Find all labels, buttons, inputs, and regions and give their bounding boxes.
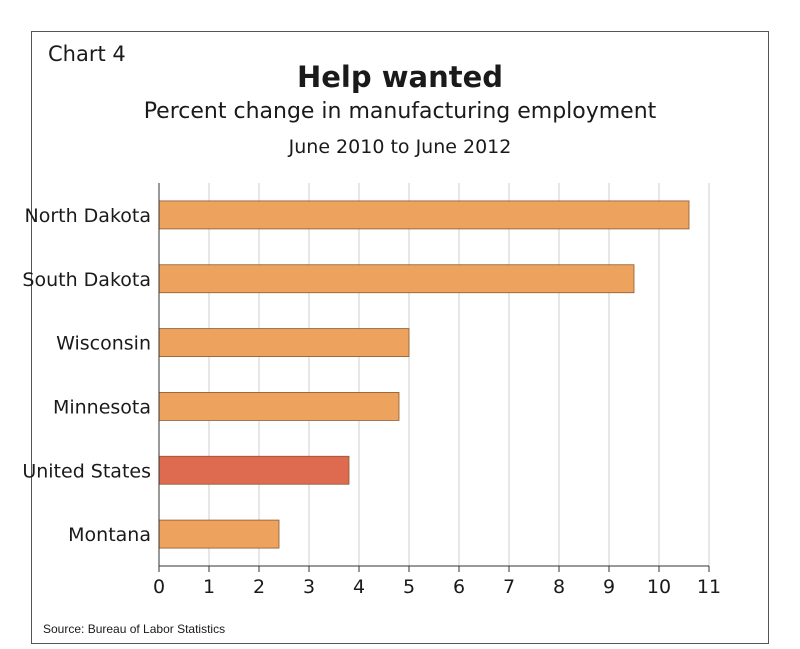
x-tick-label: 1: [203, 576, 215, 598]
chart-period: June 2010 to June 2012: [288, 136, 512, 158]
category-label: Wisconsin: [56, 333, 151, 355]
chart-number-label: Chart 4: [48, 42, 126, 66]
grid-lines: [208, 183, 710, 566]
x-tick-label: 2: [253, 576, 265, 598]
bar-minnesota: [158, 392, 400, 421]
bar-montana: [158, 519, 280, 549]
chart-subtitle: Percent change in manufacturing employme…: [143, 99, 657, 124]
x-tick-label: 6: [453, 576, 465, 598]
bar-united-states: [158, 455, 350, 485]
category-labels: North Dakota South Dakota Wisconsin Minneso…: [22, 205, 151, 546]
category-label: North Dakota: [25, 205, 152, 227]
category-label: United States: [22, 460, 151, 482]
x-tick-label: 4: [353, 576, 365, 598]
category-label: South Dakota: [22, 269, 151, 291]
x-tick-label: 8: [553, 576, 565, 598]
x-tick-label: 11: [697, 576, 721, 598]
x-tick-label: 7: [503, 576, 515, 598]
bar-wisconsin: [158, 328, 410, 357]
x-tick-label: 0: [153, 576, 165, 598]
category-label: Minnesota: [53, 396, 151, 418]
chart-title: Help wanted: [296, 60, 504, 94]
bar-south-dakota: [158, 264, 635, 294]
category-label: Montana: [68, 524, 151, 546]
bars: [158, 200, 690, 549]
source-note: Source: Bureau of Labor Statistics: [43, 622, 226, 636]
x-tick-label: 9: [603, 576, 615, 598]
axes: [158, 183, 710, 572]
bar-north-dakota: [158, 200, 690, 230]
x-tick-label: 5: [403, 576, 415, 598]
x-tick-label: 10: [647, 576, 671, 598]
x-tick-label: 3: [303, 576, 315, 598]
x-tick-labels: 0 1 2 3 4 5 6 7 8 9 10 11: [153, 576, 721, 598]
